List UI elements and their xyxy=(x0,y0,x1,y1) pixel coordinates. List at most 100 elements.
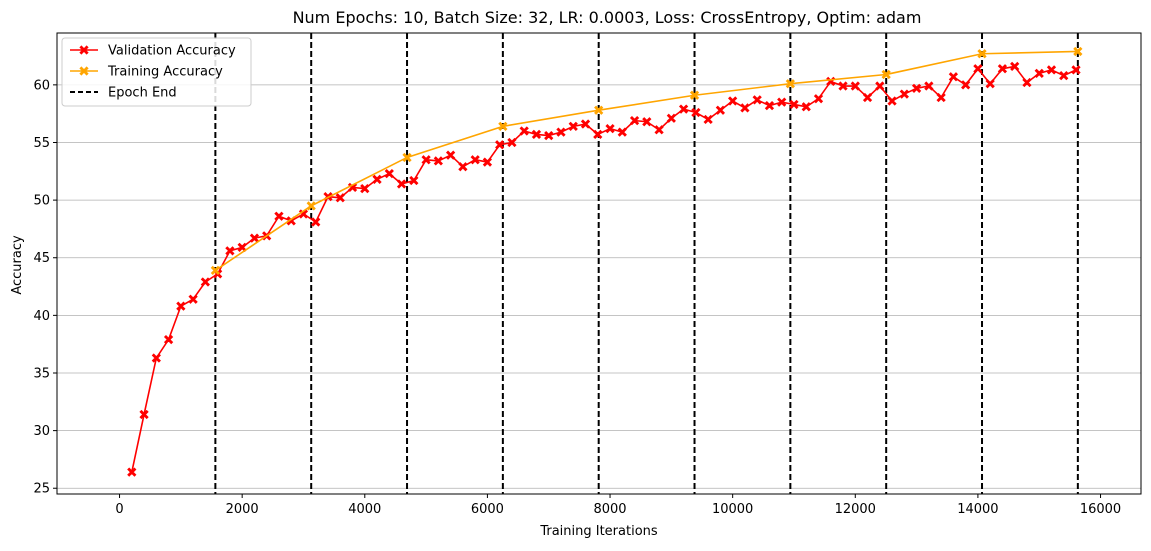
data-point xyxy=(482,157,493,167)
data-point xyxy=(458,162,468,172)
data-point xyxy=(862,92,873,103)
data-point xyxy=(785,79,795,89)
data-point xyxy=(1034,68,1044,78)
data-point xyxy=(850,81,860,91)
legend-marker xyxy=(79,66,89,76)
data-point xyxy=(881,69,891,80)
y-tick-label: 50 xyxy=(33,194,50,209)
data-point xyxy=(642,117,652,127)
series-line xyxy=(214,50,1078,272)
legend: Validation Accuracy Training Accuracy Epoc… xyxy=(61,37,252,107)
legend-label: Validation Accuracy xyxy=(108,44,236,59)
data-point xyxy=(1071,65,1081,75)
data-point xyxy=(421,155,431,165)
data-point xyxy=(274,211,284,221)
data-point xyxy=(568,121,578,131)
data-point xyxy=(210,265,220,276)
data-point xyxy=(764,100,775,111)
legend-entry: Epoch End xyxy=(70,86,177,101)
data-point xyxy=(617,127,627,137)
data-point xyxy=(911,83,922,93)
legend-marker xyxy=(79,45,89,55)
data-point xyxy=(691,107,701,118)
data-point xyxy=(777,97,787,107)
legend-entry: Training Accuracy xyxy=(70,65,223,80)
data-point xyxy=(629,115,640,126)
data-point xyxy=(1022,77,1032,88)
data-point xyxy=(311,217,321,227)
data-point xyxy=(409,175,419,186)
data-point xyxy=(1010,61,1020,72)
data-point xyxy=(875,81,885,91)
data-point xyxy=(654,125,664,135)
data-point xyxy=(127,467,137,477)
data-point xyxy=(402,152,412,163)
data-point xyxy=(495,140,505,150)
data-point xyxy=(813,94,824,104)
data-point xyxy=(1046,65,1057,75)
data-point xyxy=(139,409,149,420)
y-tick-label: 25 xyxy=(33,482,50,497)
data-point xyxy=(1059,71,1069,81)
data-point xyxy=(703,114,713,125)
x-tick-label: 4000 xyxy=(348,502,381,517)
data-point xyxy=(997,64,1008,74)
legend-box xyxy=(61,37,252,107)
data-point xyxy=(151,353,161,363)
x-axis-label: Training Iterations xyxy=(539,524,658,539)
data-point xyxy=(605,124,615,134)
series-training-accuracy xyxy=(210,46,1083,276)
data-point xyxy=(789,99,799,110)
data-point xyxy=(689,90,700,100)
data-point xyxy=(838,81,848,91)
legend-label: Epoch End xyxy=(108,86,177,101)
y-tick-label: 40 xyxy=(33,309,50,324)
data-point xyxy=(728,96,738,106)
data-point xyxy=(985,79,995,89)
x-tick-label: 16000 xyxy=(1080,502,1121,517)
tick-marks-and-labels: 0 2000 4000 6000 8000 10000 12000 14000 16000 25 3… xyxy=(33,78,1121,517)
data-point xyxy=(678,104,689,114)
x-tick-label: 8000 xyxy=(593,502,626,517)
y-axis-label: Accuracy xyxy=(10,235,25,295)
data-point xyxy=(445,150,456,160)
data-point xyxy=(936,92,946,103)
data-point xyxy=(544,130,554,141)
y-tick-label: 45 xyxy=(33,251,50,266)
data-point xyxy=(752,95,762,105)
data-point xyxy=(715,105,726,115)
data-point xyxy=(556,127,566,137)
x-tick-label: 10000 xyxy=(712,502,753,517)
series-layer xyxy=(127,46,1083,477)
data-point xyxy=(384,168,394,179)
data-point xyxy=(360,183,370,194)
chart-title: Num Epochs: 10, Batch Size: 32, LR: 0.00… xyxy=(293,8,922,27)
data-point xyxy=(899,89,909,99)
data-point xyxy=(470,155,480,165)
data-point xyxy=(225,246,235,256)
data-point xyxy=(498,121,508,131)
x-tick-label: 6000 xyxy=(471,502,504,517)
data-point xyxy=(531,129,542,140)
x-tick-label: 2000 xyxy=(226,502,259,517)
data-point xyxy=(372,174,382,184)
data-point xyxy=(580,119,591,129)
data-point xyxy=(335,193,345,203)
data-point xyxy=(924,81,934,91)
data-point xyxy=(801,102,811,112)
legend-entry: Validation Accuracy xyxy=(70,44,236,59)
x-tick-label: 12000 xyxy=(835,502,876,517)
data-point xyxy=(163,334,174,345)
data-point xyxy=(176,301,186,311)
data-point xyxy=(188,294,198,304)
data-point xyxy=(666,113,676,123)
data-point xyxy=(1073,46,1083,57)
y-tick-label: 60 xyxy=(33,78,50,93)
y-tick-label: 35 xyxy=(33,366,50,381)
axes-frame xyxy=(56,32,1142,495)
data-point xyxy=(507,137,517,148)
data-point xyxy=(961,80,971,90)
y-tick-label: 30 xyxy=(33,424,50,439)
legend-label: Training Accuracy xyxy=(107,65,223,80)
